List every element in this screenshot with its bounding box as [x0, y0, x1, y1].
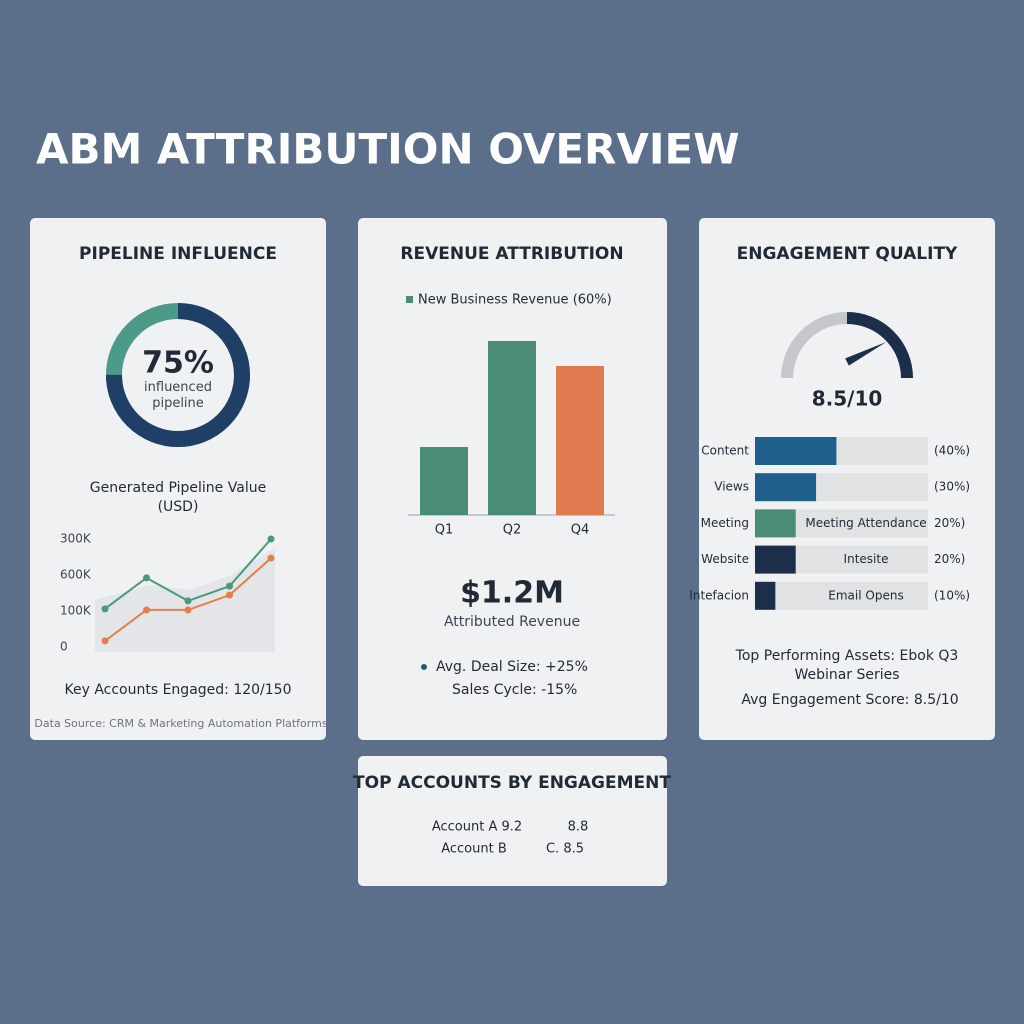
y-tick-label: 600K: [60, 568, 92, 582]
line-point: [226, 582, 233, 590]
stat-label: Attributed Revenue: [444, 614, 580, 630]
text-box: influenced pipeline: [144, 380, 212, 411]
stat: $1.2M: [460, 576, 564, 611]
value-label: (10%): [934, 588, 970, 602]
note: Avg Engagement Score: 8.5/10: [741, 692, 958, 708]
category-label: Content: [701, 444, 749, 458]
line-point: [143, 606, 150, 614]
line-point: [226, 591, 233, 599]
legend-swatch: [406, 296, 413, 303]
card-title: ENGAGEMENT QUALITY: [737, 244, 958, 264]
table-title: TOP ACCOUNTS BY ENGAGEMENT: [353, 773, 671, 793]
wrapped-text: influenced pipeline: [144, 380, 212, 411]
value-label: (40%): [934, 444, 970, 458]
table-cell: 8.8: [568, 820, 589, 835]
wrapped-text: Generated Pipeline Value (USD): [89, 480, 267, 515]
donut-value: 75%: [142, 346, 214, 381]
line-point: [143, 574, 150, 582]
bar: [755, 545, 796, 574]
table-cell: C. 8.5: [546, 842, 584, 857]
gauge-needle: [845, 342, 887, 366]
card-title: REVENUE ATTRIBUTION: [400, 244, 623, 264]
y-tick-label: 0: [60, 640, 68, 654]
bullet: [421, 664, 427, 670]
bar: [755, 473, 817, 502]
line-point: [101, 637, 109, 645]
table-cell: Account A 9.2: [432, 820, 522, 835]
y-tick-label: 300K: [60, 532, 92, 546]
bar-track: [755, 581, 928, 610]
bar: [556, 366, 604, 515]
bar-inner-label: Email Opens: [828, 588, 903, 602]
line-point: [184, 606, 192, 614]
donut-arc: [106, 303, 250, 447]
wrapped-text: Top Performing Assets: Ebok Q3 Webinar S…: [735, 648, 959, 683]
bar-inner-label: Meeting Attendance: [805, 516, 926, 530]
line-point: [184, 597, 192, 605]
page-title: ABM ATTRIBUTION OVERVIEW: [36, 125, 740, 174]
value-label: 20%): [934, 552, 965, 566]
y-tick-label: 100K: [60, 604, 92, 618]
gauge-fill: [846, 312, 913, 379]
x-tick-label: Q2: [503, 523, 522, 538]
bar: [755, 509, 796, 538]
line-point: [101, 605, 109, 613]
bar: [755, 437, 837, 465]
bar: [755, 581, 776, 610]
legend-label: New Business Revenue (60%): [418, 293, 612, 308]
bar-inner-label: Intesite: [844, 552, 889, 566]
bar: [420, 447, 468, 515]
note: Sales Cycle: -15%: [452, 682, 577, 698]
table-cell: Account B: [441, 842, 507, 857]
card: [358, 756, 667, 886]
category-label: Website: [701, 552, 749, 566]
category-label: Meeting: [701, 516, 749, 530]
note: Key Accounts Engaged: 120/150: [64, 682, 291, 698]
category-label: Views: [714, 480, 749, 494]
category-label: Intefacion: [689, 588, 749, 602]
gauge-value: 8.5/10: [812, 387, 883, 411]
source: Data Source: CRM & Marketing Automation …: [34, 717, 327, 730]
gauge-track: [781, 312, 848, 379]
bar: [488, 341, 536, 515]
line-point: [267, 554, 275, 562]
x-tick-label: Q4: [571, 523, 590, 538]
text-box: Generated Pipeline Value (USD): [89, 480, 267, 515]
value-label: (30%): [934, 480, 970, 494]
line-point: [267, 535, 275, 543]
note: Avg. Deal Size: +25%: [436, 659, 588, 675]
value-label: 20%): [934, 516, 965, 530]
x-tick-label: Q1: [435, 523, 454, 538]
card-title: PIPELINE INFLUENCE: [79, 244, 277, 264]
text-box: Top Performing Assets: Ebok Q3 Webinar S…: [735, 648, 959, 683]
